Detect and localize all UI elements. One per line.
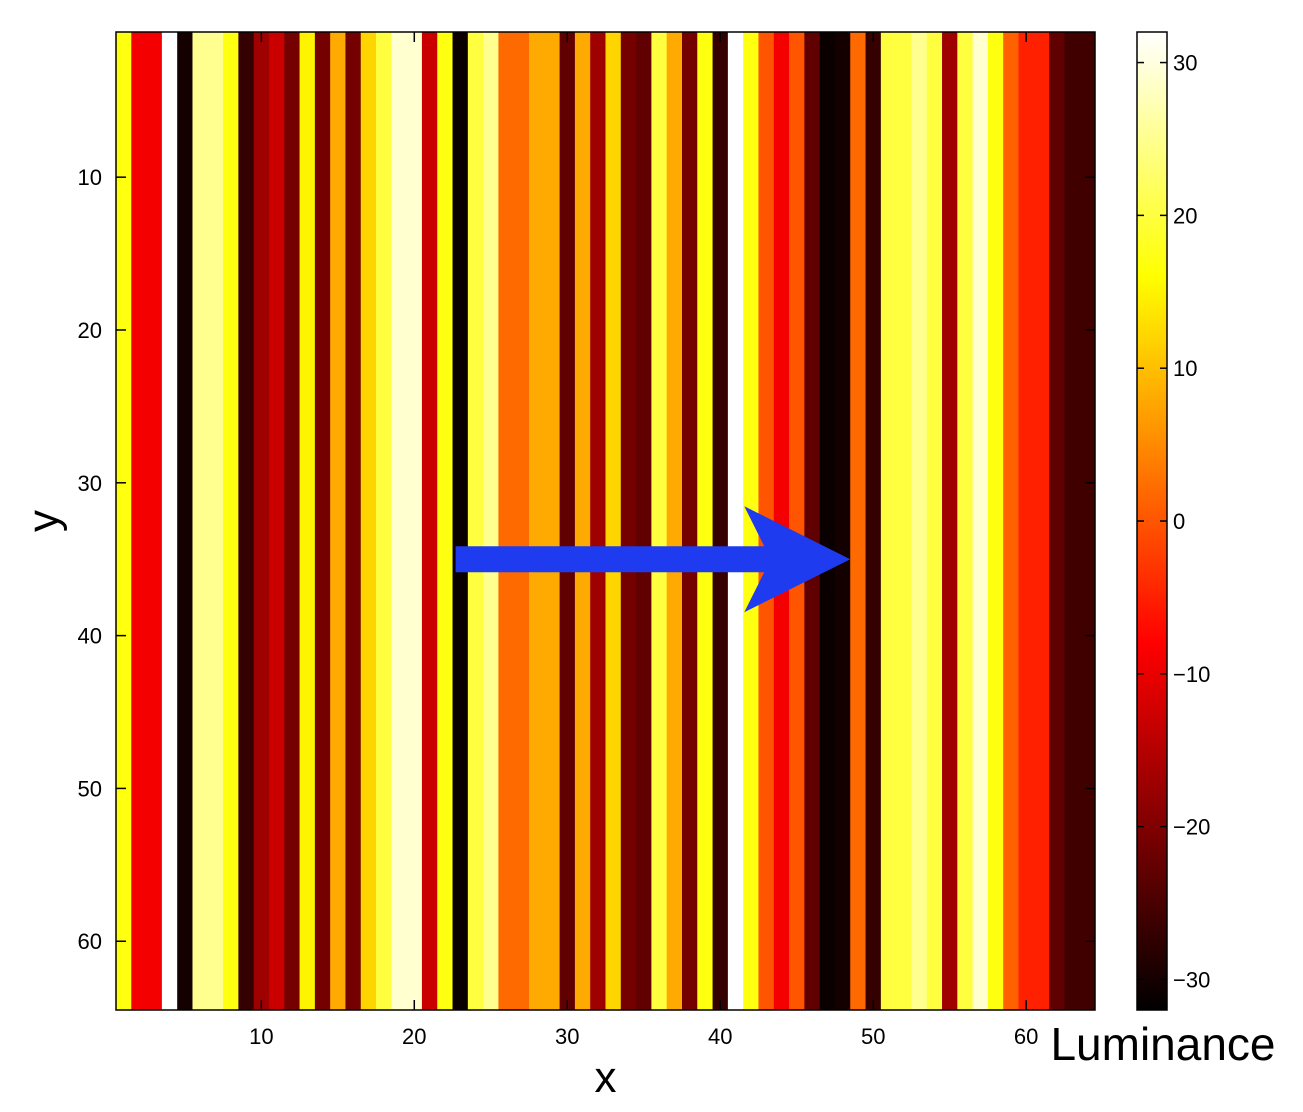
- heatmap-column: [483, 32, 499, 1010]
- y-tick-label: 20: [78, 318, 102, 343]
- heatmap-column: [1049, 32, 1065, 1010]
- heatmap-column: [406, 32, 423, 1010]
- y-tick-label: 60: [78, 929, 102, 954]
- heatmap-column: [911, 32, 928, 1010]
- heatmap-column: [1003, 32, 1019, 1010]
- heatmap-column: [116, 32, 132, 1010]
- heatmap-column: [605, 32, 622, 1010]
- x-tick-label: 20: [402, 1024, 426, 1049]
- x-axis-label: x: [595, 1053, 617, 1102]
- heatmap-column: [513, 32, 530, 1010]
- heatmap-column: [773, 32, 790, 1010]
- x-tick-label: 40: [708, 1024, 732, 1049]
- y-tick-label: 10: [78, 165, 102, 190]
- heatmap-column: [345, 32, 362, 1010]
- heatmap-column: [376, 32, 392, 1010]
- heatmap-column: [636, 32, 652, 1010]
- heatmap-column: [804, 32, 821, 1010]
- plot-frame: [115, 31, 1096, 1011]
- colorbar-label: Luminance: [1050, 1018, 1275, 1070]
- heatmap-column: [957, 32, 974, 1010]
- heatmap-column: [529, 32, 545, 1010]
- y-tick-label: 40: [78, 624, 102, 649]
- heatmap-column: [223, 32, 239, 1010]
- heatmap-column: [299, 32, 316, 1010]
- heatmap-column: [207, 32, 224, 1010]
- heatmap-column: [452, 32, 469, 1010]
- heatmap-column: [192, 32, 209, 1010]
- heatmap-column: [238, 32, 255, 1010]
- heatmap: [116, 32, 1096, 1010]
- arrow-shape: [455, 506, 851, 613]
- heatmap-column: [421, 32, 438, 1010]
- heatmap-column: [865, 32, 882, 1010]
- heatmap-column: [819, 32, 836, 1010]
- colorbar-ticks: 30 20 10 0 −10 −20 −30: [1137, 51, 1210, 992]
- y-axis-label: y: [19, 510, 68, 532]
- y-axis: 10 20 30 40 50 60: [78, 165, 1095, 954]
- heatmap-column: [697, 32, 713, 1010]
- heatmap-column: [437, 32, 453, 1010]
- heatmap-column: [314, 32, 331, 1010]
- heatmap-column: [712, 32, 729, 1010]
- heatmap-column: [590, 32, 606, 1010]
- heatmap-column: [161, 32, 178, 1010]
- heatmap-column: [559, 32, 576, 1010]
- heatmap-column: [789, 32, 805, 1010]
- annotation-arrow: [455, 506, 851, 613]
- heatmap-column: [268, 32, 285, 1010]
- x-tick-label: 10: [249, 1024, 273, 1049]
- heatmap-column: [972, 32, 989, 1010]
- heatmap-column: [177, 32, 193, 1010]
- heatmap-column: [942, 32, 958, 1010]
- heatmap-column: [544, 32, 561, 1010]
- heatmap-column: [743, 32, 759, 1010]
- heatmap-column: [1064, 32, 1081, 1010]
- heatmap-column: [834, 32, 851, 1010]
- colorbar-tick-label: −30: [1173, 967, 1210, 992]
- colorbar-tick-label: 30: [1173, 51, 1197, 76]
- heatmap-column: [284, 32, 300, 1010]
- colorbar-tick-label: −10: [1173, 662, 1210, 687]
- heatmap-column: [1079, 32, 1096, 1010]
- x-axis: 10 20 30 40 50 60: [249, 32, 1038, 1049]
- heatmap-column: [880, 32, 897, 1010]
- heatmap-column: [253, 32, 270, 1010]
- heatmap-column: [681, 32, 698, 1010]
- heatmap-column: [1033, 32, 1050, 1010]
- heatmap-column: [666, 32, 683, 1010]
- x-tick-label: 60: [1014, 1024, 1038, 1049]
- heatmap-column: [360, 32, 377, 1010]
- heatmap-column: [987, 32, 1004, 1010]
- y-tick-label: 50: [78, 776, 102, 801]
- heatmap-column: [498, 32, 515, 1010]
- heatmap-column: [926, 32, 943, 1010]
- heatmap-column: [574, 32, 591, 1010]
- heatmap-column: [391, 32, 408, 1010]
- heatmap-column: [146, 32, 163, 1010]
- heatmap-column: [620, 32, 637, 1010]
- x-tick-label: 50: [861, 1024, 885, 1049]
- colorbar-tick-label: 10: [1173, 356, 1197, 381]
- heatmap-column: [727, 32, 744, 1010]
- colorbar-tick-label: 20: [1173, 203, 1197, 228]
- heatmap-column: [896, 32, 912, 1010]
- heatmap-column: [330, 32, 346, 1010]
- colorbar-tick-label: −20: [1173, 815, 1210, 840]
- heatmap-column: [1018, 32, 1035, 1010]
- heatmap-column: [850, 32, 866, 1010]
- x-tick-label: 30: [555, 1024, 579, 1049]
- heatmap-column: [651, 32, 668, 1010]
- heatmap-column: [467, 32, 484, 1010]
- y-tick-label: 30: [78, 471, 102, 496]
- colorbar-tick-label: 0: [1173, 509, 1185, 534]
- heatmap-column: [131, 32, 147, 1010]
